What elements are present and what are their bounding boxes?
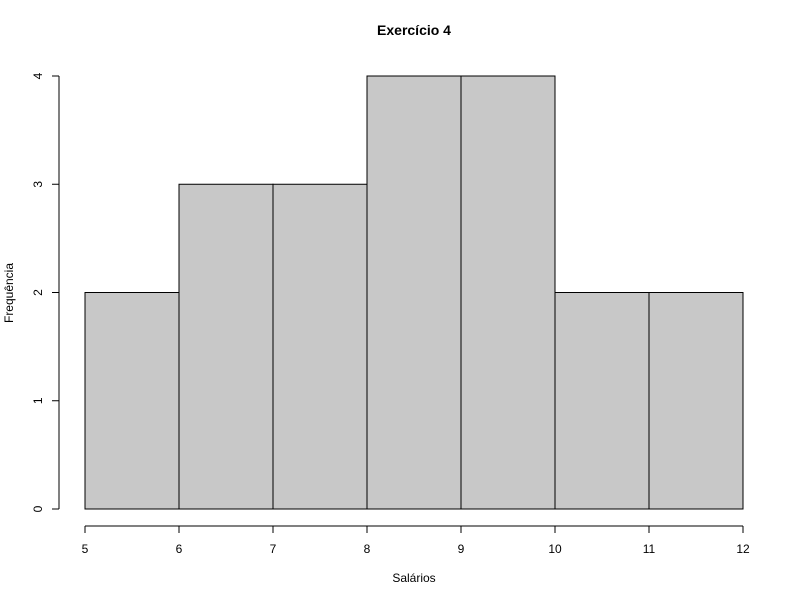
y-tick-label: 3 — [31, 181, 45, 188]
x-tick-label: 6 — [176, 542, 183, 556]
histogram-bar-6 — [554, 292, 650, 510]
x-tick-label: 5 — [82, 542, 89, 556]
bars-group — [84, 75, 744, 510]
histogram-bar-5 — [460, 75, 556, 510]
x-tick-label: 9 — [458, 542, 465, 556]
x-tick-label: 7 — [270, 542, 277, 556]
x-axis: 5 6 7 8 9 10 11 12 — [82, 525, 750, 556]
histogram-bar-4 — [366, 75, 462, 510]
y-tick-label: 0 — [31, 505, 45, 512]
histogram-bar-1 — [84, 292, 180, 510]
x-tick-label: 11 — [643, 542, 656, 556]
y-tick-label: 4 — [31, 72, 45, 79]
y-tick-label: 2 — [31, 289, 45, 296]
y-axis-label: Frequência — [2, 263, 16, 323]
chart-title: Exercício 4 — [377, 22, 451, 38]
x-tick-label: 10 — [548, 542, 562, 556]
y-tick-label: 1 — [31, 397, 45, 404]
histogram-bar-2 — [178, 183, 274, 510]
histogram-bar-3 — [272, 183, 368, 510]
x-axis-label: Salários — [392, 571, 435, 585]
x-tick-label: 8 — [364, 542, 371, 556]
histogram-bar-7 — [648, 292, 744, 510]
x-tick-label: 12 — [736, 542, 750, 556]
y-axis: 0 1 2 3 4 — [31, 72, 60, 512]
